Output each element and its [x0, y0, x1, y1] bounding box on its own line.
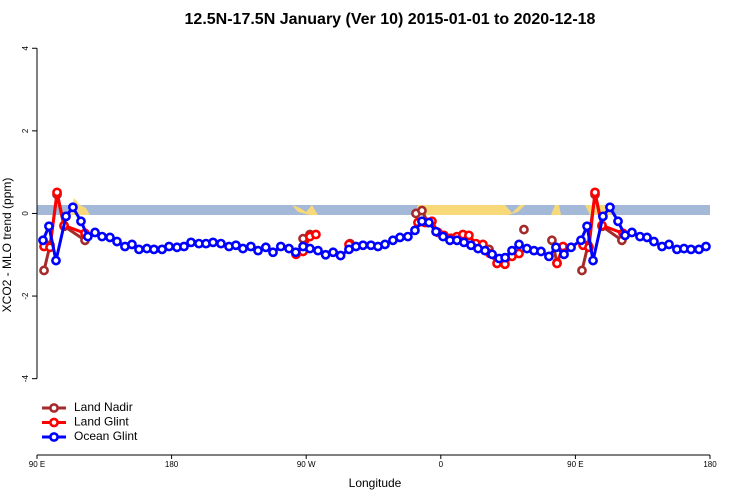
y-tick-label: -2 [21, 292, 30, 300]
y-tick-label: 2 [21, 128, 30, 133]
data-point [61, 211, 71, 222]
data-point [701, 241, 711, 252]
chart-title: 12.5N-17.5N January (Ver 10) 2015-01-01 … [185, 11, 596, 28]
data-point [51, 255, 61, 266]
data-point [127, 239, 137, 250]
data-point [253, 245, 263, 256]
data-point [44, 221, 54, 232]
data-point [52, 187, 62, 198]
data-point [613, 216, 623, 227]
data-point [500, 252, 511, 263]
data-point [76, 216, 86, 227]
data-point [590, 187, 600, 198]
data-point [649, 236, 659, 247]
data-point [551, 242, 561, 253]
legend-label: Ocean Glint [74, 429, 138, 443]
x-tick-label: 90 W [297, 460, 316, 469]
data-point [438, 231, 448, 242]
land-patch [414, 205, 525, 215]
data-point [97, 231, 107, 242]
data-point [335, 250, 346, 261]
data-point [112, 236, 122, 247]
data-point [566, 242, 576, 253]
data-point [313, 245, 323, 256]
x-tick-label: 180 [703, 460, 717, 469]
x-tick-label: 0 [439, 460, 444, 469]
x-tick-label: 180 [165, 460, 179, 469]
y-tick-label: -4 [21, 375, 30, 383]
data-point [328, 247, 339, 258]
data-point [105, 232, 115, 243]
data-point [424, 217, 434, 228]
data-point [605, 202, 615, 213]
data-point [410, 225, 420, 236]
data-point [514, 239, 524, 250]
data-point [627, 227, 637, 238]
data-point [547, 235, 557, 246]
data-point [260, 242, 271, 253]
data-point [686, 244, 696, 255]
data-point [559, 249, 569, 260]
land-patch [292, 205, 318, 215]
data-point [216, 238, 226, 249]
data-point [598, 211, 608, 222]
data-point [208, 237, 218, 248]
data-point [179, 241, 189, 252]
data-point [311, 229, 321, 240]
data-point [67, 202, 78, 213]
data-point [268, 247, 278, 258]
legend-marker [49, 417, 59, 428]
data-point [582, 221, 592, 232]
data-point [464, 230, 474, 241]
data-point [552, 258, 562, 269]
data-point [39, 265, 49, 276]
land-patch [551, 205, 561, 215]
data-point [82, 231, 93, 242]
data-point [431, 226, 441, 237]
ocean-band [37, 205, 710, 215]
data-point [320, 249, 331, 260]
legend-label: Land Glint [74, 415, 129, 429]
data-point [507, 245, 517, 256]
data-point [576, 235, 586, 246]
data-point [519, 224, 529, 235]
data-point [164, 241, 174, 252]
x-tick-label: 90 E [567, 460, 583, 469]
data-point [577, 265, 587, 276]
data-point [90, 227, 100, 238]
data-point [417, 205, 427, 216]
data-point [134, 244, 144, 255]
legend-marker [49, 432, 59, 442]
data-point [305, 243, 315, 254]
data-point [480, 245, 490, 256]
x-axis-label: Longitude [349, 476, 402, 490]
data-point [275, 241, 286, 252]
data-point [149, 244, 159, 255]
data-point [290, 247, 301, 258]
data-point [238, 243, 248, 254]
data-point [402, 231, 413, 242]
data-point [664, 239, 674, 250]
y-tick-label: 4 [21, 45, 30, 50]
data-point [358, 240, 368, 251]
data-point [536, 246, 546, 257]
data-point [588, 255, 598, 266]
data-point [380, 239, 390, 250]
data-point [642, 232, 652, 243]
legend-marker [49, 403, 59, 413]
data-point [544, 251, 554, 262]
data-point [245, 241, 256, 252]
y-tick-label: 0 [21, 211, 30, 216]
data-point [487, 249, 497, 260]
data-point [186, 237, 196, 248]
x-tick-label: 90 E [29, 460, 45, 469]
legend-label: Land Nadir [74, 400, 133, 414]
data-point [395, 232, 405, 243]
data-point [38, 235, 48, 246]
y-axis-label: XCO2 - MLO trend (ppm) [0, 178, 14, 313]
